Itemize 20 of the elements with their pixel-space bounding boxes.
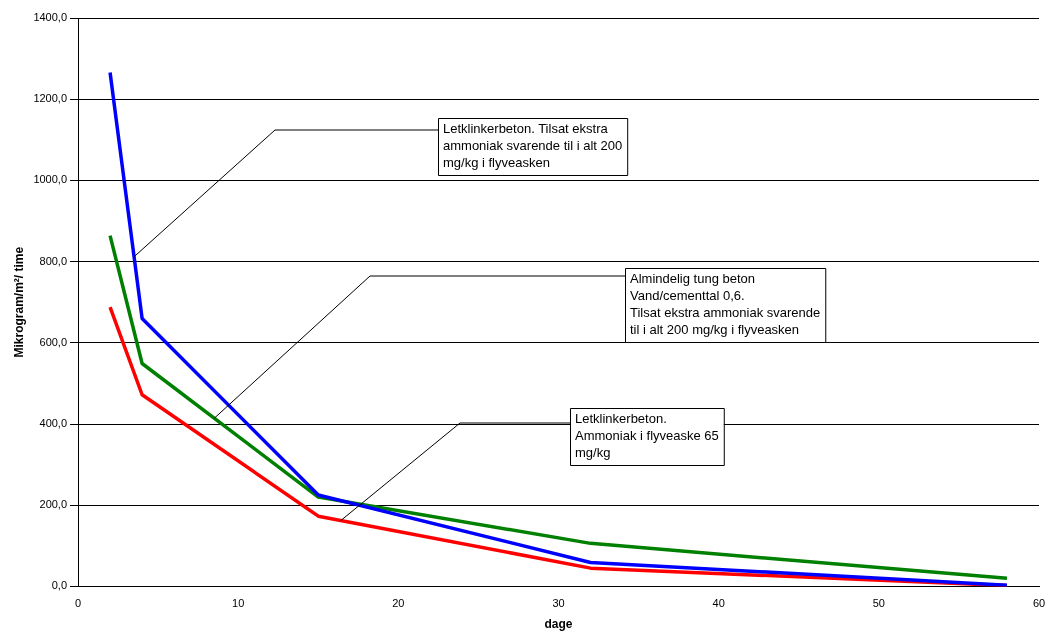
y-tick-label: 600,0 bbox=[39, 335, 68, 348]
annotation: Letklinkerbeton. Tilsat ekstra ammoniak svarende til i alt 200 mg/kg i flyveasken bbox=[443, 121, 623, 171]
y-tick-label: 1400,0 bbox=[33, 11, 68, 24]
annotation: Letklinkerbeton. Ammoniak i flyveaske 65 mg/kg bbox=[575, 411, 719, 461]
y-tick-label: 1200,0 bbox=[33, 92, 68, 105]
x-tick-label: 60 bbox=[1032, 597, 1046, 610]
x-tick-label: 20 bbox=[392, 597, 405, 610]
x-axis-title: dage bbox=[544, 617, 573, 632]
y-tick-label: 400,0 bbox=[39, 417, 68, 430]
y-axis-title: Mikrogram/m²/ time bbox=[11, 246, 26, 358]
y-tick-label: 0,0 bbox=[51, 579, 68, 592]
x-tick-label: 50 bbox=[872, 597, 885, 610]
y-tick-label: 200,0 bbox=[39, 498, 68, 511]
x-tick-label: 10 bbox=[232, 597, 245, 610]
x-tick-label: 0 bbox=[74, 597, 82, 610]
annotation: Almindelig tung beton Vand/cementtal 0,6. Tilsat ekstra ammoniak svarende til i alt 200 mg/kg i flyveasken bbox=[630, 271, 821, 338]
y-tick-label: 1000,0 bbox=[33, 173, 68, 186]
x-tick-label: 30 bbox=[552, 597, 565, 610]
x-tick-label: 40 bbox=[712, 597, 725, 610]
y-tick-label: 800,0 bbox=[39, 254, 68, 267]
